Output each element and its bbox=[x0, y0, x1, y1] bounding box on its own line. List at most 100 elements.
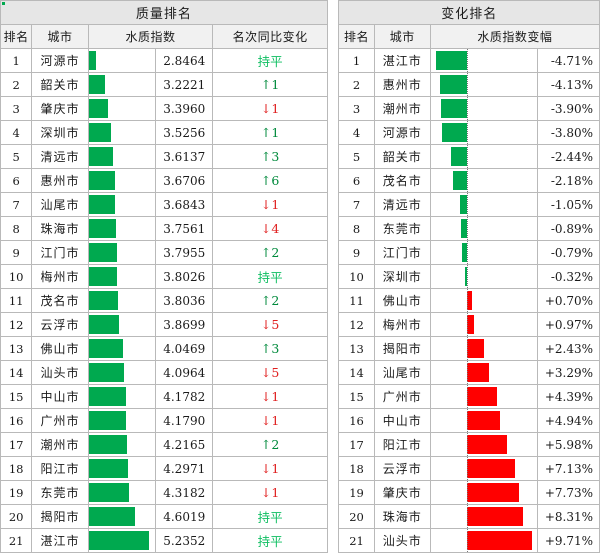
left-row-rank-change: ↑6 bbox=[212, 168, 328, 193]
table-row[interactable]: 12 云浮市 3.8699 ↓5 bbox=[0, 312, 328, 337]
left-row-bar-cell bbox=[87, 480, 157, 505]
left-row-rank: 3 bbox=[0, 96, 33, 121]
left-column-header-row: 排名 城市 水质指数 名次同比变化 bbox=[0, 24, 328, 49]
right-row-bar-fill bbox=[467, 507, 523, 526]
table-row[interactable]: 19 东莞市 4.3182 ↓1 bbox=[0, 480, 328, 505]
left-row-rank-change: 持平 bbox=[212, 528, 328, 553]
right-row-rank: 2 bbox=[338, 72, 375, 97]
left-row-rank-change: ↑1 bbox=[212, 120, 328, 145]
zero-axis-line bbox=[467, 121, 469, 144]
right-col-change-amplitude[interactable]: 水质指数变幅 bbox=[429, 24, 600, 49]
table-row[interactable]: 12 梅州市 +0.97% bbox=[338, 312, 600, 337]
left-row-city: 潮州市 bbox=[31, 432, 89, 457]
table-row[interactable]: 20 揭阳市 4.6019 持平 bbox=[0, 504, 328, 529]
table-row[interactable]: 5 韶关市 -2.44% bbox=[338, 144, 600, 169]
table-row[interactable]: 17 潮州市 4.2165 ↑2 bbox=[0, 432, 328, 457]
left-row-bar-fill bbox=[89, 243, 118, 262]
table-row[interactable]: 10 深圳市 -0.32% bbox=[338, 264, 600, 289]
right-row-city: 梅州市 bbox=[373, 312, 431, 337]
right-row-pct-value: -3.90% bbox=[537, 96, 600, 121]
left-row-rank-change: ↓1 bbox=[212, 192, 328, 217]
table-row[interactable]: 10 梅州市 3.8026 持平 bbox=[0, 264, 328, 289]
table-row[interactable]: 3 肇庆市 3.3960 ↓1 bbox=[0, 96, 328, 121]
left-row-city: 佛山市 bbox=[31, 336, 89, 361]
table-row[interactable]: 9 江门市 -0.79% bbox=[338, 240, 600, 265]
table-row[interactable]: 14 汕头市 4.0964 ↓5 bbox=[0, 360, 328, 385]
table-row[interactable]: 3 潮州市 -3.90% bbox=[338, 96, 600, 121]
left-row-bar-cell bbox=[87, 504, 157, 529]
left-row-index-value: 4.6019 bbox=[155, 504, 214, 529]
right-row-pct-value: +2.43% bbox=[537, 336, 600, 361]
left-row-rank-change: ↑3 bbox=[212, 336, 328, 361]
table-row[interactable]: 13 佛山市 4.0469 ↑3 bbox=[0, 336, 328, 361]
left-row-rank: 19 bbox=[0, 480, 33, 505]
left-row-city: 阳江市 bbox=[31, 456, 89, 481]
table-row[interactable]: 8 东莞市 -0.89% bbox=[338, 216, 600, 241]
left-row-bar-cell bbox=[87, 528, 157, 553]
left-row-rank-change: ↑2 bbox=[212, 432, 328, 457]
table-row[interactable]: 19 肇庆市 +7.73% bbox=[338, 480, 600, 505]
table-row[interactable]: 18 阳江市 4.2971 ↓1 bbox=[0, 456, 328, 481]
table-row[interactable]: 1 湛江市 -4.71% bbox=[338, 48, 600, 73]
right-row-bar-fill bbox=[436, 51, 468, 70]
table-gap-divider bbox=[327, 0, 339, 557]
left-col-index[interactable]: 水质指数 bbox=[87, 24, 214, 49]
table-row[interactable]: 17 阳江市 +5.98% bbox=[338, 432, 600, 457]
table-row[interactable]: 15 广州市 +4.39% bbox=[338, 384, 600, 409]
table-row[interactable]: 7 汕尾市 3.6843 ↓1 bbox=[0, 192, 328, 217]
table-row[interactable]: 15 中山市 4.1782 ↓1 bbox=[0, 384, 328, 409]
table-row[interactable]: 7 清远市 -1.05% bbox=[338, 192, 600, 217]
table-row[interactable]: 4 河源市 -3.80% bbox=[338, 120, 600, 145]
right-row-bar-cell bbox=[429, 192, 539, 217]
left-row-rank: 7 bbox=[0, 192, 33, 217]
left-row-index-value: 3.6706 bbox=[155, 168, 214, 193]
table-row[interactable]: 16 广州市 4.1790 ↓1 bbox=[0, 408, 328, 433]
left-col-city[interactable]: 城市 bbox=[31, 24, 89, 49]
table-row[interactable]: 20 珠海市 +8.31% bbox=[338, 504, 600, 529]
table-row[interactable]: 14 汕尾市 +3.29% bbox=[338, 360, 600, 385]
left-row-city: 惠州市 bbox=[31, 168, 89, 193]
table-row[interactable]: 16 中山市 +4.94% bbox=[338, 408, 600, 433]
zero-axis-line bbox=[467, 433, 469, 456]
right-row-rank: 4 bbox=[338, 120, 375, 145]
table-row[interactable]: 11 茂名市 3.8036 ↑2 bbox=[0, 288, 328, 313]
right-row-bar-fill bbox=[439, 75, 468, 94]
right-row-city: 汕尾市 bbox=[373, 360, 431, 385]
table-row[interactable]: 9 江门市 3.7955 ↑2 bbox=[0, 240, 328, 265]
right-row-bar-fill bbox=[441, 99, 468, 118]
right-row-bar-cell bbox=[429, 240, 539, 265]
table-row[interactable]: 6 茂名市 -2.18% bbox=[338, 168, 600, 193]
right-row-bar-cell bbox=[429, 312, 539, 337]
table-row[interactable]: 5 清远市 3.6137 ↑3 bbox=[0, 144, 328, 169]
right-row-bar-cell bbox=[429, 288, 539, 313]
table-row[interactable]: 13 揭阳市 +2.43% bbox=[338, 336, 600, 361]
table-row[interactable]: 21 汕头市 +9.71% bbox=[338, 528, 600, 553]
table-row[interactable]: 21 湛江市 5.2352 持平 bbox=[0, 528, 328, 553]
left-row-city: 揭阳市 bbox=[31, 504, 89, 529]
right-row-pct-value: -1.05% bbox=[537, 192, 600, 217]
table-row[interactable]: 18 云浮市 +7.13% bbox=[338, 456, 600, 481]
zero-axis-line bbox=[467, 409, 469, 432]
left-row-bar-cell bbox=[87, 360, 157, 385]
left-col-change[interactable]: 名次同比变化 bbox=[212, 24, 328, 49]
table-row[interactable]: 8 珠海市 3.7561 ↓4 bbox=[0, 216, 328, 241]
right-row-rank: 21 bbox=[338, 528, 375, 553]
left-row-rank: 13 bbox=[0, 336, 33, 361]
right-row-rank: 13 bbox=[338, 336, 375, 361]
left-row-rank-change: ↑2 bbox=[212, 288, 328, 313]
right-row-bar-fill bbox=[467, 291, 473, 310]
right-row-city: 肇庆市 bbox=[373, 480, 431, 505]
right-row-pct-value: +0.97% bbox=[537, 312, 600, 337]
table-row[interactable]: 2 韶关市 3.2221 ↑1 bbox=[0, 72, 328, 97]
table-row[interactable]: 4 深圳市 3.5256 ↑1 bbox=[0, 120, 328, 145]
left-col-rank[interactable]: 排名 bbox=[0, 24, 33, 49]
right-col-rank[interactable]: 排名 bbox=[338, 24, 375, 49]
table-row[interactable]: 1 河源市 2.8464 持平 bbox=[0, 48, 328, 73]
table-row[interactable]: 6 惠州市 3.6706 ↑6 bbox=[0, 168, 328, 193]
right-row-bar-fill bbox=[465, 267, 468, 286]
left-row-bar-cell bbox=[87, 288, 157, 313]
right-col-city[interactable]: 城市 bbox=[373, 24, 431, 49]
left-row-index-value: 3.8036 bbox=[155, 288, 214, 313]
table-row[interactable]: 2 惠州市 -4.13% bbox=[338, 72, 600, 97]
table-row[interactable]: 11 佛山市 +0.70% bbox=[338, 288, 600, 313]
